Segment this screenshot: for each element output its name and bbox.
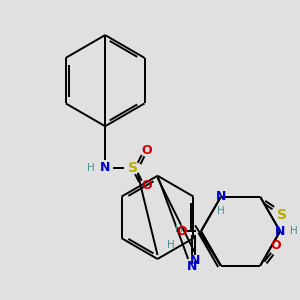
Text: N: N [190, 254, 200, 268]
Text: S: S [277, 208, 287, 222]
Text: O: O [141, 179, 152, 192]
Text: N: N [275, 225, 285, 238]
Text: H: H [290, 226, 298, 236]
Text: H: H [217, 206, 225, 216]
Text: O: O [271, 239, 281, 252]
Text: N: N [100, 161, 110, 174]
Text: O: O [141, 143, 152, 157]
Text: N: N [187, 260, 197, 273]
Text: O: O [176, 225, 187, 238]
Text: N: N [216, 190, 226, 203]
Text: S: S [128, 161, 138, 175]
Text: H: H [87, 163, 95, 173]
Text: H: H [176, 224, 183, 234]
Text: H: H [167, 240, 175, 250]
